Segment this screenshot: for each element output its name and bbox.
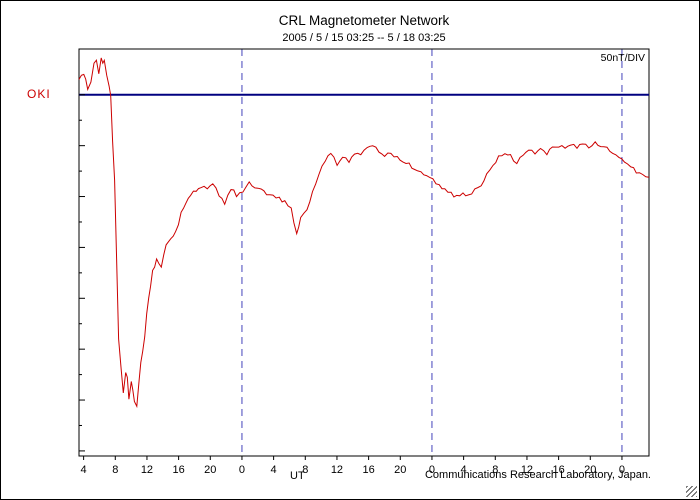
svg-text:0: 0 bbox=[619, 464, 625, 476]
svg-text:8: 8 bbox=[492, 464, 498, 476]
svg-text:12: 12 bbox=[331, 464, 343, 476]
resize-handle-icon bbox=[686, 486, 697, 497]
svg-text:20: 20 bbox=[204, 464, 216, 476]
svg-text:0: 0 bbox=[429, 464, 435, 476]
svg-text:8: 8 bbox=[302, 464, 308, 476]
svg-text:12: 12 bbox=[521, 464, 533, 476]
svg-text:0: 0 bbox=[239, 464, 245, 476]
credit-text: Communications Research Laboratory, Japa… bbox=[424, 469, 651, 481]
svg-text:20: 20 bbox=[394, 464, 406, 476]
svg-text:16: 16 bbox=[552, 464, 564, 476]
x-axis-label: UT bbox=[290, 470, 305, 482]
svg-text:12: 12 bbox=[141, 464, 153, 476]
svg-text:4: 4 bbox=[81, 464, 87, 476]
svg-text:8: 8 bbox=[112, 464, 118, 476]
page-title: CRL Magnetometer Network bbox=[278, 13, 450, 28]
svg-text:4: 4 bbox=[461, 464, 467, 476]
svg-text:20: 20 bbox=[584, 464, 596, 476]
svg-text:4: 4 bbox=[271, 464, 277, 476]
svg-text:16: 16 bbox=[362, 464, 374, 476]
station-label-oki: OKI bbox=[27, 87, 51, 101]
date-range-subtitle: 2005 / 5 / 15 03:25 -- 5 / 18 03:25 bbox=[282, 32, 446, 44]
scale-per-div-label: 50nT/DIV bbox=[600, 52, 645, 64]
svg-text:16: 16 bbox=[172, 464, 184, 476]
